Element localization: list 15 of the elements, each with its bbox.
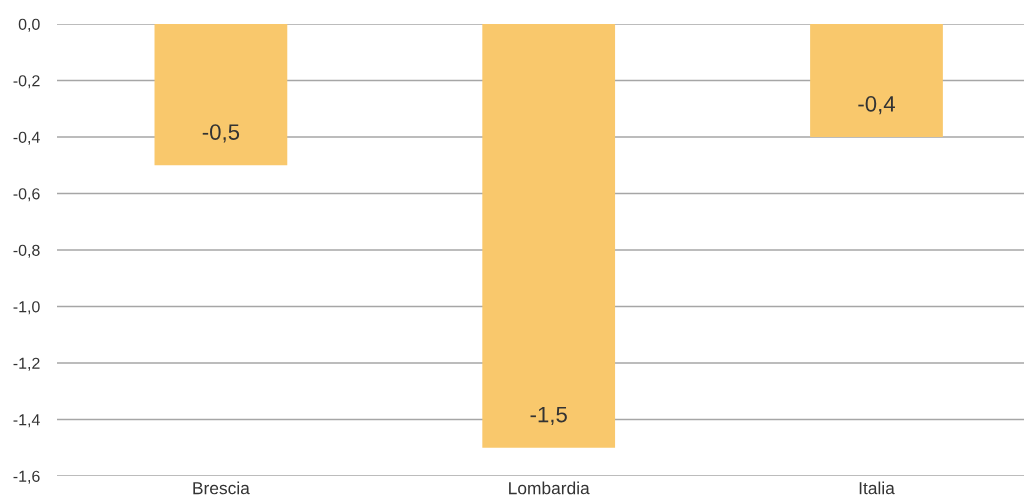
y-tick-label: -0,8 [13, 244, 40, 258]
y-tick-label: -1,4 [13, 414, 40, 428]
x-tick-label: Italia [859, 481, 895, 495]
y-tick-label: 0,0 [18, 18, 40, 32]
y-tick-label: -1,6 [13, 470, 40, 484]
y-tick-label: -0,6 [13, 188, 40, 202]
y-tick-label: -0,2 [13, 75, 40, 89]
y-tick-label: -0,4 [13, 131, 40, 145]
y-tick-label: -1,0 [13, 301, 40, 315]
x-tick-label: Brescia [193, 481, 250, 495]
data-label: -0,4 [858, 95, 895, 115]
data-label: -0,5 [202, 124, 240, 143]
y-tick-label: -1,2 [13, 357, 40, 371]
data-label: -1,5 [530, 406, 567, 426]
x-tick-label: Lombardia [509, 481, 590, 495]
